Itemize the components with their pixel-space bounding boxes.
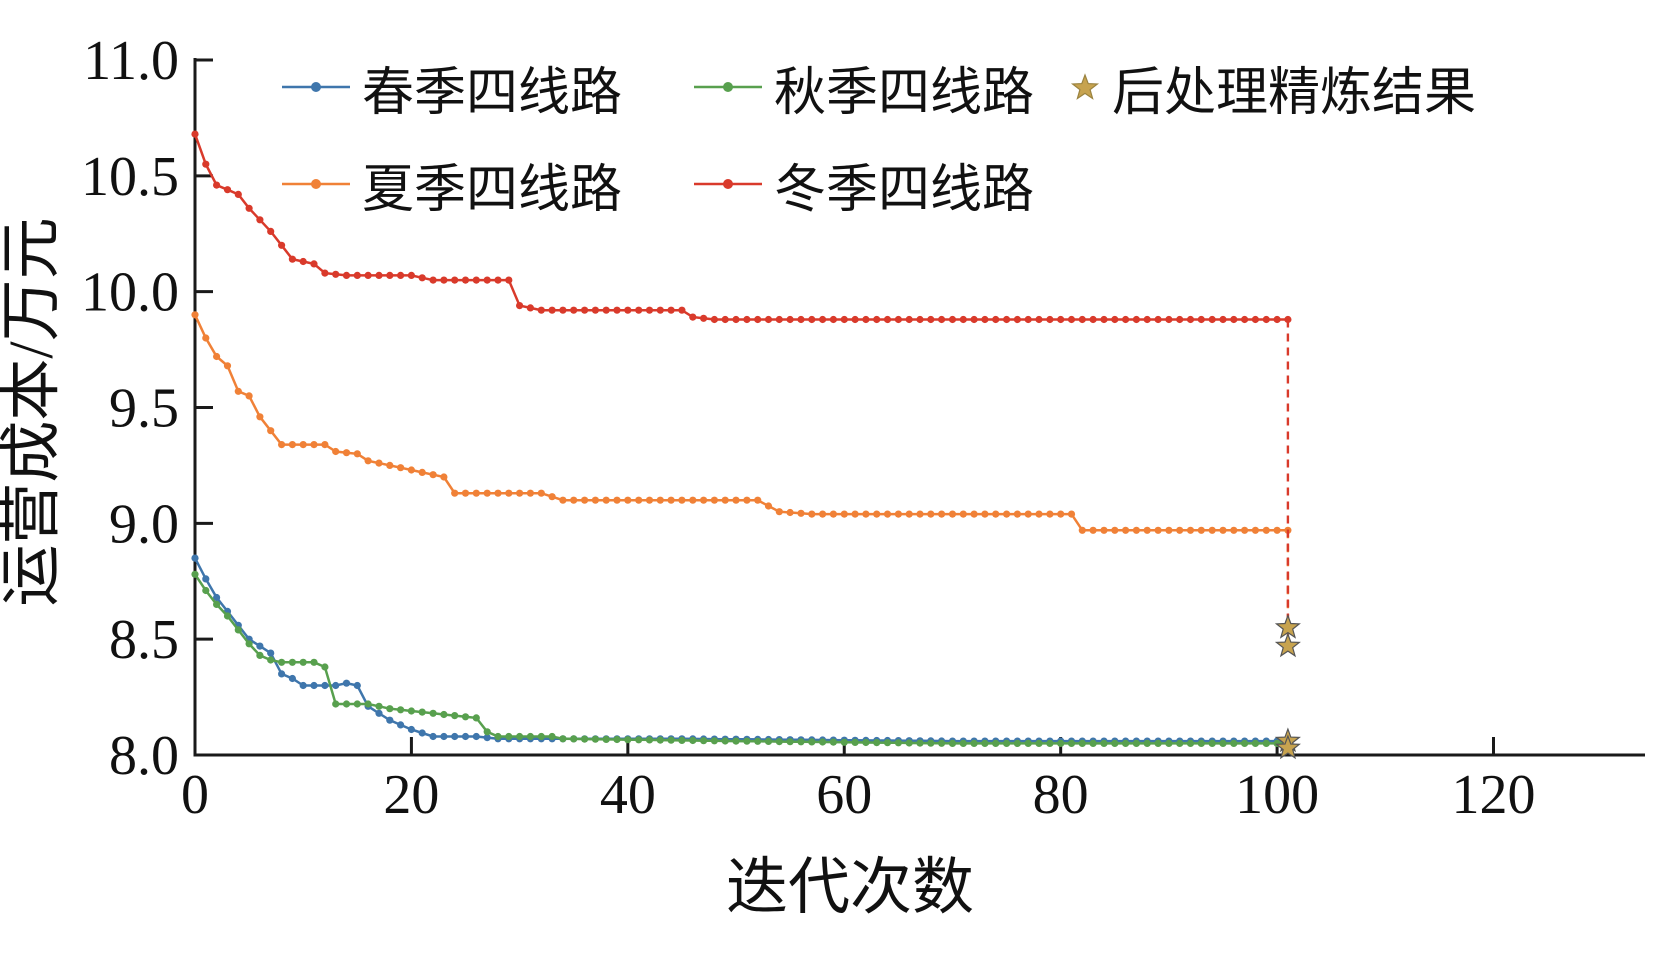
legend-label-summer: 夏季四线路: [362, 161, 623, 219]
legend-label-refined: 后处理精炼结果: [1112, 64, 1477, 122]
winter-line-marker: [692, 172, 764, 196]
legend-item-summer: 夏季四线路: [280, 152, 622, 219]
legend-item-refined: 后处理精炼结果: [1068, 55, 1476, 122]
legend-item-autumn: 秋季四线路: [692, 55, 1034, 122]
svg-text:11.0: 11.0: [83, 30, 179, 92]
svg-text:10.5: 10.5: [81, 146, 179, 208]
y-axis-label: 运营成本/万元: [0, 217, 66, 606]
svg-text:8.5: 8.5: [109, 609, 179, 671]
svg-text:0: 0: [181, 764, 209, 826]
svg-text:9.0: 9.0: [109, 493, 179, 555]
legend-item-spring: 春季四线路: [280, 55, 622, 122]
legend-item-winter: 冬季四线路: [692, 152, 1034, 219]
spring-line-marker: [280, 75, 352, 99]
svg-text:120: 120: [1452, 764, 1536, 826]
legend-label-spring: 春季四线路: [362, 64, 623, 122]
autumn-line-marker: [692, 75, 764, 99]
legend-label-winter: 冬季四线路: [774, 161, 1035, 219]
svg-text:20: 20: [383, 764, 439, 826]
summer-line-marker: [280, 172, 352, 196]
star-icon: [1068, 70, 1102, 104]
svg-text:60: 60: [816, 764, 872, 826]
svg-text:10.0: 10.0: [81, 262, 179, 324]
legend-label-autumn: 秋季四线路: [774, 64, 1035, 122]
svg-text:8.0: 8.0: [109, 725, 179, 787]
svg-text:9.5: 9.5: [109, 378, 179, 440]
svg-text:40: 40: [600, 764, 656, 826]
svg-text:80: 80: [1033, 764, 1089, 826]
x-axis-label: 迭代次数: [726, 854, 974, 922]
svg-text:100: 100: [1235, 764, 1319, 826]
